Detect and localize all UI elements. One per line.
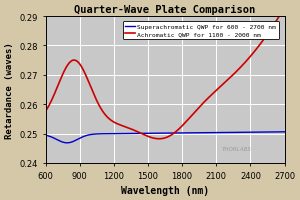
Achromatic QWP for 1100 - 2000 nm [232, 73, 236, 76]
Superachromatic QWP for 600 - 2700 nm [65, 142, 69, 144]
Achromatic QWP for 1100 - 2000 nm [154, 138, 157, 140]
Achromatic QWP for 1100 - 2000 nm [276, 18, 279, 21]
Superachromatic QWP for 600 - 2700 nm [154, 132, 158, 135]
Achromatic QWP for 1100 - 2000 nm [44, 110, 47, 113]
Achromatic QWP for 1100 - 2000 nm [56, 85, 60, 88]
Superachromatic QWP for 600 - 2700 nm [276, 131, 279, 133]
Superachromatic QWP for 600 - 2700 nm [276, 131, 280, 133]
Achromatic QWP for 1100 - 2000 nm [157, 138, 161, 140]
Legend: Superachromatic QWP for 600 - 2700 nm, Achromatic QWP for 1100 - 2000 nm: Superachromatic QWP for 600 - 2700 nm, A… [123, 22, 279, 40]
Achromatic QWP for 1100 - 2000 nm [283, 7, 286, 9]
Superachromatic QWP for 600 - 2700 nm [44, 134, 47, 137]
Superachromatic QWP for 600 - 2700 nm [283, 131, 286, 133]
Text: THORLABS: THORLABS [222, 146, 252, 151]
X-axis label: Wavelength (nm): Wavelength (nm) [121, 185, 209, 195]
Line: Achromatic QWP for 1100 - 2000 nm: Achromatic QWP for 1100 - 2000 nm [46, 8, 285, 139]
Superachromatic QWP for 600 - 2700 nm [232, 132, 236, 134]
Superachromatic QWP for 600 - 2700 nm [56, 139, 60, 141]
Title: Quarter-Wave Plate Comparison: Quarter-Wave Plate Comparison [74, 5, 256, 15]
Superachromatic QWP for 600 - 2700 nm [160, 132, 164, 135]
Achromatic QWP for 1100 - 2000 nm [276, 18, 280, 21]
Line: Superachromatic QWP for 600 - 2700 nm: Superachromatic QWP for 600 - 2700 nm [46, 132, 285, 143]
Achromatic QWP for 1100 - 2000 nm [160, 138, 164, 140]
Y-axis label: Retardance (waves): Retardance (waves) [5, 42, 14, 138]
